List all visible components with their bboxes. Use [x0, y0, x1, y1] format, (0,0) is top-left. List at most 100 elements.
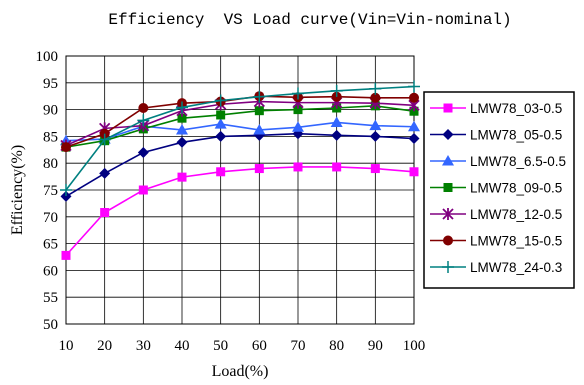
x-tick-label: 80 — [329, 338, 344, 354]
y-tick-label: 100 — [36, 49, 59, 65]
series-line — [65, 132, 415, 198]
x-tick-label: 90 — [368, 338, 383, 354]
data-point — [409, 167, 419, 177]
data-point — [177, 113, 187, 123]
data-point — [409, 92, 419, 103]
legend-box — [423, 91, 575, 289]
series-3 — [60, 116, 420, 146]
data-point — [215, 130, 227, 142]
x-tick-label: 100 — [403, 338, 426, 354]
legend-label: LMW78_12-0.5 — [470, 207, 562, 222]
data-point — [176, 101, 188, 114]
legend-marker — [442, 155, 454, 166]
legend-marker — [443, 183, 453, 192]
y-tick-label: 90 — [43, 103, 58, 119]
data-point — [177, 172, 187, 182]
series-line — [65, 95, 414, 148]
data-point — [332, 162, 342, 172]
data-point — [61, 142, 71, 153]
y-tick-label: 75 — [43, 183, 58, 199]
x-tick-label: 10 — [59, 338, 74, 354]
series-5 — [60, 95, 420, 152]
series-line — [65, 105, 415, 148]
legend-label: LMW78_05-0.5 — [470, 128, 562, 143]
series-line — [65, 100, 415, 147]
data-point — [60, 184, 72, 196]
series-2 — [60, 128, 420, 202]
legend: LMW78_03-0.5 LMW78_05-0.5 LMW78_6.5-0.5 LMW… — [423, 91, 575, 289]
data-point — [176, 123, 188, 135]
data-point — [254, 106, 264, 116]
data-point — [369, 82, 382, 95]
data-point — [369, 130, 381, 142]
y-tick-label: 65 — [43, 237, 58, 253]
data-point — [330, 116, 343, 127]
data-point — [370, 164, 380, 174]
legend-entry: LMW78_03-0.5 — [430, 101, 562, 116]
data-point — [137, 146, 149, 158]
data-point — [292, 87, 304, 100]
gridlines — [66, 56, 414, 324]
data-point — [330, 84, 343, 97]
data-point — [137, 114, 150, 127]
legend-entry: LMW78_05-0.5 — [430, 128, 562, 143]
y-tick-label: 60 — [43, 263, 58, 279]
legend-entry: LMW78_15-0.5 — [430, 234, 562, 249]
data-point — [60, 190, 72, 202]
data-point — [254, 164, 264, 174]
x-axis-ticks: 10 20 30 40 50 60 70 80 90 100 — [59, 338, 426, 354]
data-point — [331, 129, 343, 141]
legend-marker — [442, 208, 454, 220]
data-point — [214, 118, 227, 129]
legend-label: LMW78_03-0.5 — [470, 101, 562, 116]
data-point — [293, 105, 303, 115]
legend-label: LMW78_15-0.5 — [470, 234, 562, 249]
legend-marker — [442, 129, 454, 140]
legend-marker — [442, 261, 454, 273]
y-axis-label: Efficiency(%) — [9, 145, 26, 235]
data-point — [292, 121, 304, 132]
legend-entry: LMW78_6.5-0.5 — [430, 154, 566, 169]
y-tick-label: 55 — [43, 290, 58, 306]
x-tick-label: 60 — [252, 338, 267, 354]
data-series — [60, 80, 420, 260]
data-point — [100, 208, 110, 218]
legend-marker — [443, 235, 453, 246]
y-tick-label: 85 — [43, 129, 58, 145]
data-point — [176, 136, 188, 148]
data-point — [216, 110, 226, 120]
y-axis-ticks: 50 55 60 65 70 75 80 85 90 95 100 — [36, 49, 59, 333]
y-tick-label: 95 — [43, 76, 58, 92]
data-point — [408, 80, 420, 93]
x-tick-label: 30 — [136, 338, 151, 354]
legend-entry: LMW78_24-0.3 — [430, 260, 562, 275]
y-tick-label: 50 — [43, 317, 58, 333]
x-tick-label: 20 — [97, 338, 112, 354]
data-point — [370, 92, 381, 103]
data-point — [369, 119, 382, 131]
legend-label: LMW78_24-0.3 — [470, 260, 562, 275]
legend-marker — [443, 103, 453, 113]
data-point — [253, 123, 266, 135]
data-point — [216, 167, 226, 177]
data-point — [138, 185, 148, 195]
x-axis-label: Load(%) — [212, 363, 269, 380]
series-line — [65, 166, 415, 256]
data-point — [214, 94, 227, 107]
x-tick-label: 40 — [175, 338, 190, 354]
series-1 — [61, 162, 419, 260]
series-6 — [61, 91, 419, 153]
data-point — [293, 162, 303, 172]
legend-label: LMW78_6.5-0.5 — [470, 154, 566, 169]
y-tick-label: 80 — [43, 156, 58, 172]
data-point — [408, 133, 420, 145]
legend-entry: LMW78_12-0.5 — [430, 207, 562, 222]
series-line — [65, 121, 415, 142]
data-point — [61, 250, 71, 260]
x-tick-label: 50 — [213, 338, 228, 354]
chart-title: Efficiency VS Load curve(Vin=Vin-nominal… — [108, 11, 511, 29]
data-point — [138, 102, 149, 113]
data-point — [408, 120, 420, 132]
legend-entry: LMW78_09-0.5 — [430, 181, 562, 196]
